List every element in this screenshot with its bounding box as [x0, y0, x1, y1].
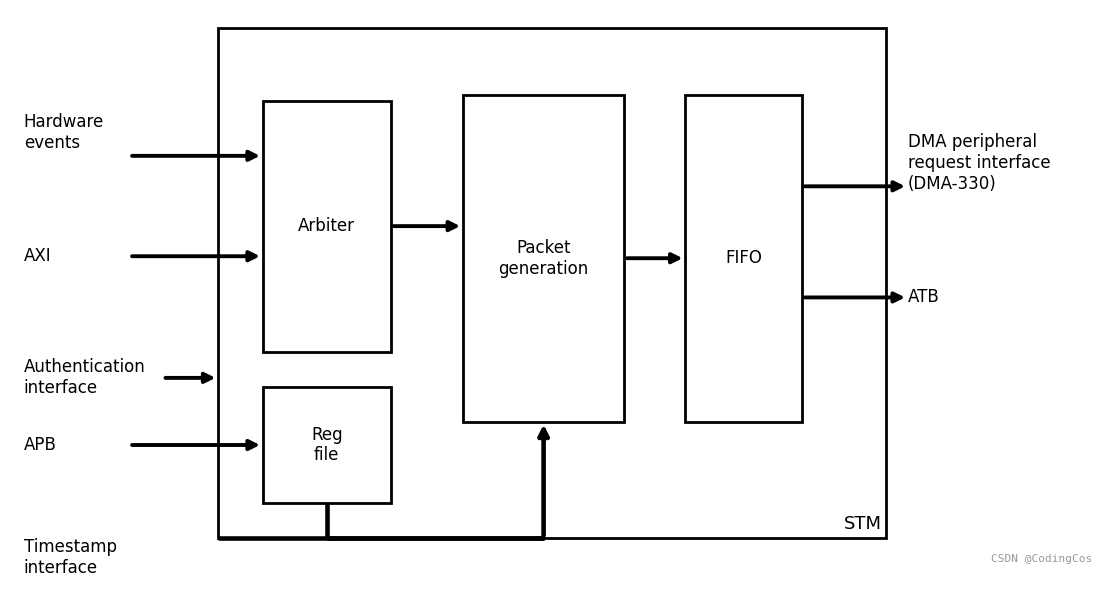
Bar — [463, 95, 624, 422]
Text: APB: APB — [23, 436, 57, 454]
Text: Reg
file: Reg file — [311, 426, 342, 464]
Text: Arbiter: Arbiter — [298, 217, 356, 235]
Text: Authentication
interface: Authentication interface — [23, 359, 145, 397]
Text: AXI: AXI — [23, 247, 51, 265]
Bar — [686, 95, 802, 422]
Text: FIFO: FIFO — [726, 249, 763, 267]
Bar — [219, 28, 885, 538]
Text: ATB: ATB — [908, 289, 940, 306]
Text: Packet
generation: Packet generation — [498, 239, 589, 277]
Text: DMA peripheral
request interface
(DMA-330): DMA peripheral request interface (DMA-33… — [908, 133, 1050, 193]
Text: CSDN @CodingCos: CSDN @CodingCos — [991, 554, 1092, 564]
Bar — [263, 101, 390, 352]
Bar — [263, 386, 390, 504]
Text: Hardware
events: Hardware events — [23, 113, 104, 152]
Text: Timestamp
interface: Timestamp interface — [23, 538, 117, 577]
Text: STM: STM — [844, 515, 882, 533]
